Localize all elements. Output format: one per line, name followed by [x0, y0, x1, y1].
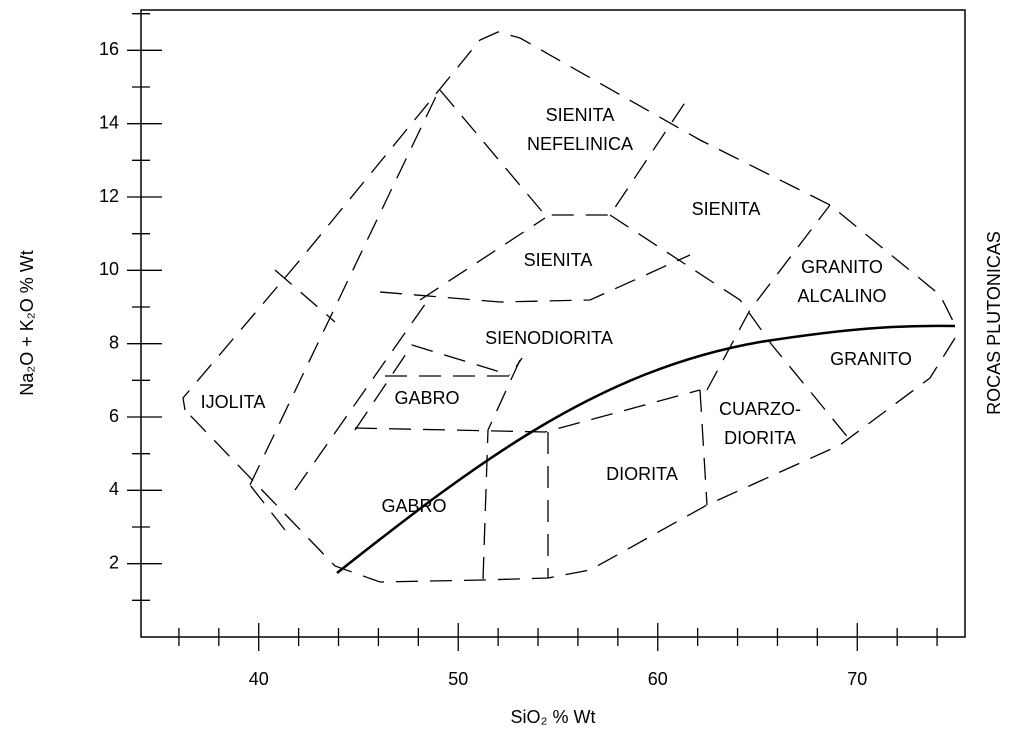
- y-tick-label: 2: [109, 552, 119, 572]
- field-label: SIENITA: [524, 250, 593, 270]
- boundary-curve: [336, 324, 956, 574]
- field-label: NEFELINICA: [527, 134, 633, 154]
- x-tick-label: 60: [648, 669, 668, 689]
- y-tick-label: 16: [99, 39, 119, 59]
- field-label: GABRO: [381, 496, 446, 516]
- y-tick-label: 12: [99, 186, 119, 206]
- field-label: SIENITA: [546, 105, 615, 125]
- field-label: GABRO: [394, 388, 459, 408]
- x-tick-label: 50: [448, 669, 468, 689]
- field-label: GRANITO: [830, 349, 912, 369]
- x-axis-label: SiO₂ % Wt: [511, 707, 596, 727]
- field-label: SIENODIORITA: [485, 328, 613, 348]
- field-label: ALCALINO: [797, 286, 886, 306]
- field-label: IJOLITA: [201, 392, 266, 412]
- y-tick-label: 6: [109, 406, 119, 426]
- y-tick-label: 4: [109, 479, 119, 499]
- x-tick-label: 70: [847, 669, 867, 689]
- field-boundaries: [182, 31, 956, 583]
- y-tick-label: 14: [99, 112, 119, 132]
- side-label: ROCAS PLUTONICAS: [984, 231, 1004, 415]
- field-label: CUARZO-: [719, 399, 801, 419]
- y-tick-label: 8: [109, 332, 119, 352]
- field-label: DIORITA: [724, 428, 796, 448]
- y-tick-label: 10: [99, 259, 119, 279]
- y-axis-label: Na₂O + K₂O % Wt: [17, 250, 37, 396]
- field-label: SIENITA: [692, 199, 761, 219]
- field-label: GRANITO: [801, 257, 883, 277]
- field-label: DIORITA: [606, 464, 678, 484]
- plot-frame: [140, 9, 966, 638]
- x-tick-label: 40: [249, 669, 269, 689]
